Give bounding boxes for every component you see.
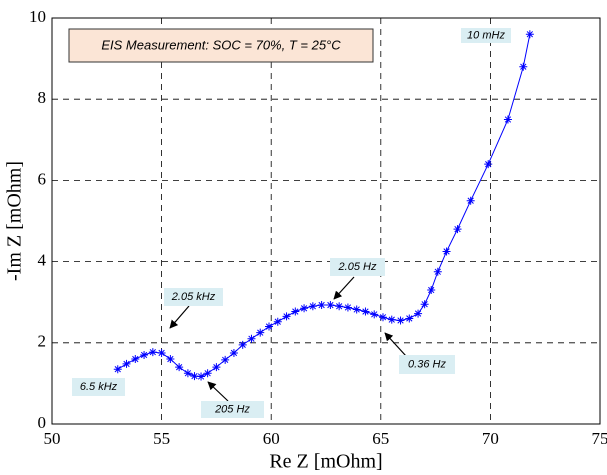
marker — [131, 355, 140, 364]
marker — [525, 30, 534, 39]
x-tick-label: 60 — [263, 429, 280, 448]
x-tick-label: 50 — [44, 429, 61, 448]
marker — [343, 303, 352, 312]
marker — [282, 312, 291, 321]
marker — [361, 307, 370, 316]
marker — [453, 225, 462, 234]
arrow — [207, 381, 229, 402]
y-tick-label: 8 — [38, 88, 47, 107]
marker — [300, 304, 309, 313]
arrows — [169, 276, 407, 402]
grid — [51, 17, 601, 425]
marker — [503, 115, 512, 124]
marker — [291, 307, 300, 316]
annotation: 2.05 kHz — [171, 291, 216, 303]
marker — [190, 372, 199, 381]
marker — [519, 62, 528, 71]
annotation: 10 mHz — [467, 29, 505, 41]
marker — [370, 310, 379, 319]
marker — [317, 301, 326, 310]
marker — [308, 302, 317, 311]
marker — [175, 363, 184, 372]
x-tick-label: 55 — [153, 429, 170, 448]
annotation-box — [164, 288, 223, 306]
marker — [140, 350, 149, 359]
annotation: 205 Hz — [214, 403, 250, 415]
arrow — [333, 276, 355, 300]
series-line — [117, 34, 531, 378]
annotation-box — [461, 28, 511, 43]
marker — [183, 369, 192, 378]
arrow — [384, 332, 407, 357]
marker — [122, 359, 131, 368]
annotation-box — [72, 378, 125, 396]
marker — [335, 302, 344, 311]
marker — [148, 348, 157, 357]
annotation: 6.5 kHz — [80, 381, 118, 393]
y-axis-label: -Im Z [mOhm] — [4, 161, 26, 281]
marker — [203, 369, 212, 378]
marker — [352, 305, 361, 314]
y-tick-label: 4 — [38, 251, 47, 270]
marker — [229, 348, 238, 357]
marker — [221, 355, 230, 364]
marker — [197, 372, 206, 381]
annotation-box — [330, 258, 385, 276]
x-tick-label: 65 — [372, 429, 389, 448]
title-box — [68, 28, 374, 63]
annotation: 0.36 Hz — [408, 358, 446, 370]
x-tick-label: 70 — [482, 429, 499, 448]
marker — [265, 322, 274, 331]
marker — [247, 334, 256, 343]
marker — [273, 317, 282, 326]
y-tick-label: 10 — [29, 7, 46, 26]
annotation-box — [399, 355, 455, 374]
marker — [326, 301, 335, 310]
marker — [414, 309, 423, 318]
marker — [378, 313, 387, 322]
marker — [238, 340, 247, 349]
marker — [157, 348, 166, 357]
x-tick-label: 75 — [592, 429, 607, 448]
arrow — [169, 305, 190, 329]
marker — [427, 286, 436, 295]
marker — [405, 314, 414, 323]
y-tick-label: 2 — [38, 332, 47, 351]
marker — [433, 267, 442, 276]
marker — [442, 247, 451, 256]
y-tick-label: 6 — [38, 169, 47, 188]
marker — [256, 328, 265, 337]
marker — [484, 160, 493, 169]
x-axis-label: Re Z [mOhm] — [269, 451, 382, 473]
marker — [113, 365, 122, 374]
marker — [212, 363, 221, 372]
y-tick-label: 0 — [38, 413, 47, 432]
marker — [420, 300, 429, 309]
annotation: 2.05 Hz — [338, 261, 377, 273]
plot-frame — [51, 17, 601, 425]
marker — [387, 315, 396, 324]
marker — [396, 316, 405, 325]
annotation-box — [201, 401, 264, 418]
chart-title: EIS Measurement: SOC = 70%, T = 25°C — [101, 37, 341, 52]
marker — [466, 196, 475, 205]
marker — [166, 355, 175, 364]
